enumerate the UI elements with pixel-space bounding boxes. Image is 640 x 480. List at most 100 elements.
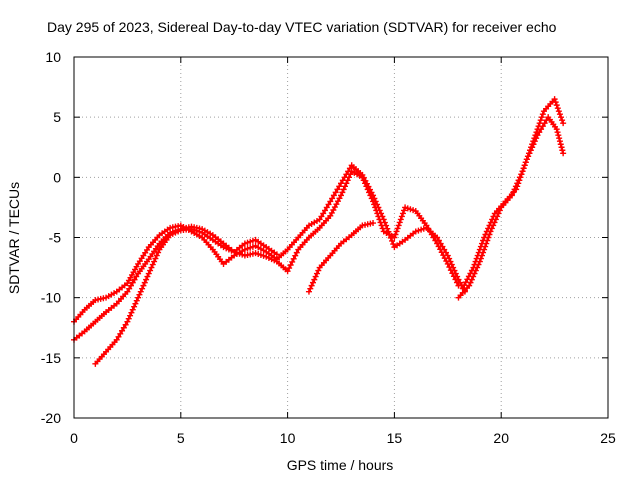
- data-point: [558, 114, 565, 121]
- x-tick-label: 20: [493, 430, 509, 446]
- data-point: [514, 183, 521, 190]
- data-point: [325, 201, 332, 208]
- data-point: [367, 192, 374, 199]
- data-point: [124, 318, 131, 325]
- data-point: [533, 135, 540, 142]
- series-track-3: [92, 226, 280, 367]
- data-point: [475, 249, 482, 256]
- data-point: [359, 174, 366, 181]
- x-tick-label: 10: [280, 430, 296, 446]
- data-point: [450, 273, 457, 280]
- data-point: [455, 282, 462, 289]
- data-point: [125, 315, 132, 322]
- data-point: [399, 210, 406, 217]
- data-point: [149, 261, 156, 268]
- data-point: [124, 288, 131, 295]
- data-point: [471, 261, 478, 268]
- data-point: [338, 192, 344, 199]
- data-point: [293, 249, 300, 256]
- data-point: [379, 225, 386, 232]
- data-point: [534, 132, 541, 139]
- data-point: [292, 252, 299, 259]
- data-point: [395, 222, 402, 229]
- y-tick-label: -5: [49, 230, 62, 246]
- data-point: [131, 276, 138, 283]
- data-point: [558, 144, 565, 151]
- data-point: [368, 195, 375, 202]
- data-point: [148, 264, 155, 271]
- data-point: [554, 105, 561, 112]
- series-track-1: [71, 162, 468, 325]
- data-point: [453, 279, 460, 286]
- data-point: [329, 195, 336, 202]
- data-point: [313, 270, 320, 277]
- data-point: [525, 153, 532, 160]
- x-tick-label: 5: [177, 430, 185, 446]
- data-point: [470, 264, 477, 271]
- x-tick-label: 15: [387, 430, 403, 446]
- data-point: [480, 237, 487, 244]
- data-point: [144, 273, 151, 280]
- data-point: [486, 222, 493, 229]
- data-point: [537, 117, 544, 124]
- y-tick-label: 0: [53, 169, 61, 185]
- data-point: [474, 252, 481, 259]
- series-line: [307, 221, 375, 293]
- data-point: [155, 249, 162, 256]
- data-point: [485, 225, 492, 232]
- data-point: [373, 207, 380, 214]
- data-point: [425, 225, 432, 232]
- data-point: [133, 297, 140, 304]
- data-point: [423, 222, 430, 229]
- data-point: [536, 129, 543, 136]
- data-point: [527, 147, 534, 154]
- data-point: [394, 225, 401, 232]
- data-point: [376, 216, 383, 223]
- data-point: [521, 162, 528, 169]
- data-point: [338, 180, 344, 187]
- data-point: [490, 213, 497, 220]
- data-point: [316, 216, 323, 223]
- chart-title: Day 295 of 2023, Sidereal Day-to-day VTE…: [47, 19, 557, 35]
- y-tick-label: -10: [41, 290, 61, 306]
- data-point: [311, 276, 318, 283]
- data-point: [145, 270, 152, 277]
- data-point: [515, 180, 522, 187]
- data-point: [137, 288, 144, 295]
- data-point: [476, 246, 483, 253]
- data-point: [398, 213, 405, 220]
- data-point: [447, 267, 454, 274]
- data-point: [554, 129, 561, 136]
- data-point: [391, 234, 398, 241]
- data-point: [541, 120, 548, 127]
- data-point: [115, 333, 122, 340]
- data-point: [360, 177, 367, 184]
- data-point: [143, 276, 150, 283]
- series-line: [72, 164, 466, 323]
- data-point: [340, 186, 347, 193]
- data-point: [552, 99, 559, 106]
- data-point: [538, 126, 545, 133]
- data-point: [305, 288, 312, 295]
- data-point: [315, 267, 322, 274]
- data-point: [489, 216, 496, 223]
- data-point: [530, 141, 537, 148]
- data-point: [151, 258, 158, 265]
- data-point: [539, 111, 546, 118]
- data-point: [309, 279, 316, 286]
- data-point: [513, 186, 520, 193]
- data-point: [332, 189, 339, 196]
- data-point: [531, 138, 538, 145]
- data-point: [428, 231, 435, 238]
- data-point: [556, 138, 563, 145]
- data-point: [526, 150, 533, 157]
- data-point: [362, 180, 369, 187]
- data-point: [473, 255, 480, 262]
- data-point: [366, 189, 373, 196]
- data-point: [120, 324, 127, 331]
- data-point: [478, 240, 485, 247]
- data-point: [147, 267, 154, 274]
- data-point: [320, 210, 327, 217]
- data-point: [520, 165, 527, 172]
